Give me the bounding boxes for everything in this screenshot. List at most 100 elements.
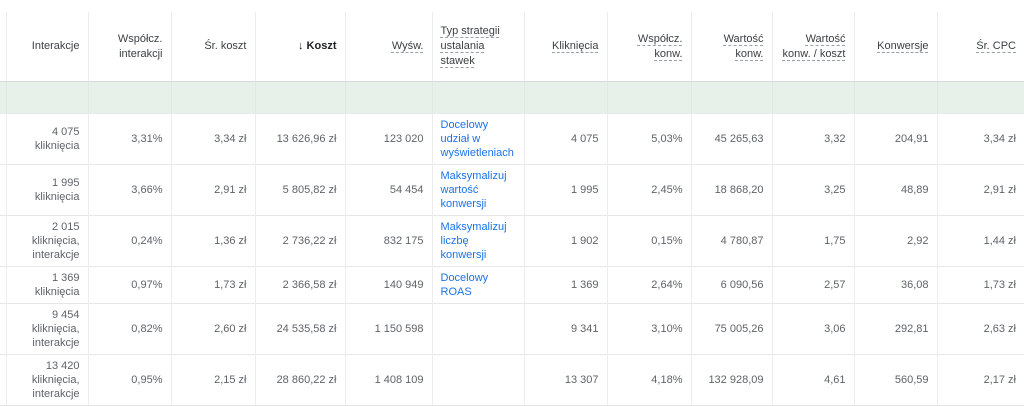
cell-sr-cpc <box>936 81 1024 114</box>
cell-wspolcz-interakcji: 0,82% <box>87 303 171 355</box>
column-header-klikniecia[interactable]: Kliknięcia <box>523 12 607 82</box>
cell-wysw: 1 150 598 <box>344 303 432 355</box>
cell-wysw: 123 020 <box>344 113 432 165</box>
cell-typ-strategii: Maksymalizuj wartość konwersji <box>431 164 524 216</box>
cell-wysw: 1 408 109 <box>344 354 432 406</box>
cell-wartosc-konw-koszt: 3,06 <box>771 303 854 355</box>
cell-sr-cpc: 3,34 zł <box>936 113 1024 165</box>
cell-wspolcz-interakcji: 0,97% <box>87 266 171 304</box>
cell-interakcje: 4 075 kliknięcia <box>5 113 88 165</box>
cell-koszt: 2 366,58 zł <box>254 266 345 304</box>
cell-typ-strategii <box>431 81 524 114</box>
column-header-sr-cpc[interactable]: Śr. CPC <box>936 12 1024 82</box>
cell-wartosc-konw: 45 265,63 <box>690 113 772 165</box>
cell-sr-cpc: 1,73 zł <box>936 266 1024 304</box>
column-header-wspolcz-interakcji[interactable]: Współcz. interakcji <box>87 12 171 82</box>
table-row: 9 454 kliknięcia, interakcje 0,82% 2,60 zł… <box>0 303 1024 355</box>
cell-wartosc-konw: 132 928,09 <box>690 354 772 406</box>
cell-koszt: 24 535,58 zł <box>254 303 345 355</box>
cell-klikniecia: 4 075 <box>523 113 607 165</box>
cell-sr-koszt: 1,36 zł <box>170 215 255 267</box>
cell-wartosc-konw-koszt: 2,57 <box>771 266 854 304</box>
cell-wartosc-konw-koszt: 4,61 <box>771 354 854 406</box>
column-label: Wyśw. <box>391 40 424 52</box>
cell-typ-strategii <box>431 354 524 406</box>
cell-konwersje: 204,91 <box>853 113 937 165</box>
cell-wartosc-konw: 75 005,26 <box>690 303 772 355</box>
table-row: 13 420 kliknięcia, interakcje 0,95% 2,15 z… <box>0 354 1024 406</box>
cell-sr-cpc: 2,91 zł <box>936 164 1024 216</box>
cell-wartosc-konw-koszt <box>771 81 854 114</box>
column-label: Śr. CPC <box>976 40 1016 52</box>
cell-typ-strategii: Docelowy ROAS <box>431 266 524 304</box>
cell-sr-cpc: 2,17 zł <box>936 354 1024 406</box>
column-header-interakcje[interactable]: Interakcje <box>5 12 88 82</box>
cell-wartosc-konw: 6 090,56 <box>690 266 772 304</box>
cell-wspolcz-konw: 5,03% <box>606 113 691 165</box>
bid-strategy-link[interactable]: Docelowy ROAS <box>440 272 489 298</box>
bid-strategy-link[interactable]: Maksymalizuj liczbę konwersji <box>440 221 507 261</box>
cell-wspolcz-konw: 4,18% <box>606 354 691 406</box>
cell-koszt: 13 626,96 zł <box>254 113 345 165</box>
cell-sr-koszt: 2,15 zł <box>170 354 255 406</box>
cell-wspolcz-interakcji <box>87 81 171 114</box>
cell-stub <box>0 113 6 165</box>
column-header-wartosc-konw[interactable]: Wartość konw. <box>690 12 772 82</box>
cell-koszt: 5 805,82 zł <box>254 164 345 216</box>
cell-interakcje: 13 420 kliknięcia, interakcje <box>5 354 88 406</box>
table-body: 4 075 kliknięcia 3,31% 3,34 zł 13 626,96 zł… <box>0 81 1024 406</box>
cell-wspolcz-konw: 0,15% <box>606 215 691 267</box>
column-label: Konwersje <box>877 40 929 52</box>
cell-sr-koszt <box>170 81 255 114</box>
cell-interakcje <box>5 81 88 114</box>
cell-koszt: 28 860,22 zł <box>254 354 345 406</box>
column-header-typ-strategii[interactable]: Typ strategii ustalania stawek <box>431 12 524 82</box>
cell-wartosc-konw: 4 780,87 <box>690 215 772 267</box>
cell-sr-cpc: 1,44 zł <box>936 215 1024 267</box>
table-row: 1 995 kliknięcia 3,66% 2,91 zł 5 805,82 zł 5… <box>0 164 1024 216</box>
column-label: Wartość konw. / koszt <box>782 32 846 60</box>
cell-wspolcz-konw: 2,64% <box>606 266 691 304</box>
cell-wspolcz-konw: 3,10% <box>606 303 691 355</box>
bid-strategy-link[interactable]: Docelowy udział w wyświetleniach <box>440 119 514 159</box>
cell-konwersje: 36,08 <box>853 266 937 304</box>
column-header-wspolcz-konw[interactable]: Współcz. konw. <box>606 12 691 82</box>
cell-klikniecia: 9 341 <box>523 303 607 355</box>
column-header-sr-koszt[interactable]: Śr. koszt <box>170 12 255 82</box>
column-header-wartosc-konw-koszt[interactable]: Wartość konw. / koszt <box>771 12 854 82</box>
column-label: Współcz. konw. <box>637 32 683 60</box>
cell-wartosc-konw: 18 868,20 <box>690 164 772 216</box>
column-label: Współcz. interakcji <box>117 32 163 60</box>
cell-wspolcz-interakcji: 0,24% <box>87 215 171 267</box>
cell-konwersje: 560,59 <box>853 354 937 406</box>
cell-konwersje: 48,89 <box>853 164 937 216</box>
cell-typ-strategii: Docelowy udział w wyświetleniach <box>431 113 524 165</box>
column-header-koszt[interactable]: ↓ Koszt <box>254 12 345 82</box>
cell-interakcje: 2 015 kliknięcia, interakcje <box>5 215 88 267</box>
column-label: Typ strategii ustalania stawek <box>440 25 500 67</box>
column-header-konwersje[interactable]: Konwersje <box>853 12 937 82</box>
column-label: Śr. koszt <box>204 40 247 52</box>
table-row: 1 369 kliknięcia 0,97% 1,73 zł 2 366,58 zł 1… <box>0 266 1024 304</box>
sort-descending-icon: ↓ <box>298 40 304 52</box>
cell-wspolcz-interakcji: 3,66% <box>87 164 171 216</box>
cell-konwersje <box>853 81 937 114</box>
cell-stub <box>0 215 6 267</box>
highlight-row <box>0 81 1024 114</box>
bid-strategy-link[interactable]: Maksymalizuj wartość konwersji <box>440 170 507 210</box>
column-header-wysw[interactable]: Wyśw. <box>344 12 432 82</box>
cell-wspolcz-konw: 2,45% <box>606 164 691 216</box>
cell-wartosc-konw-koszt: 3,32 <box>771 113 854 165</box>
cell-sr-koszt: 1,73 zł <box>170 266 255 304</box>
cell-klikniecia <box>523 81 607 114</box>
cell-wspolcz-interakcji: 0,95% <box>87 354 171 406</box>
metrics-table: Interakcje Współcz. interakcji Śr. koszt ↓ K… <box>0 12 1024 406</box>
cell-konwersje: 292,81 <box>853 303 937 355</box>
cell-sr-koszt: 2,60 zł <box>170 303 255 355</box>
cell-koszt: 2 736,22 zł <box>254 215 345 267</box>
column-label: Interakcje <box>31 40 80 52</box>
column-label: Koszt <box>306 40 337 52</box>
cell-wysw: 54 454 <box>344 164 432 216</box>
cell-wspolcz-interakcji: 3,31% <box>87 113 171 165</box>
